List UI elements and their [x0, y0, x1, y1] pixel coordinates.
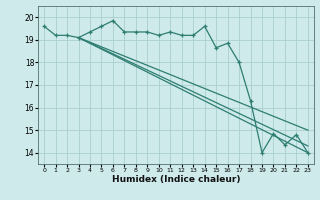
X-axis label: Humidex (Indice chaleur): Humidex (Indice chaleur): [112, 175, 240, 184]
